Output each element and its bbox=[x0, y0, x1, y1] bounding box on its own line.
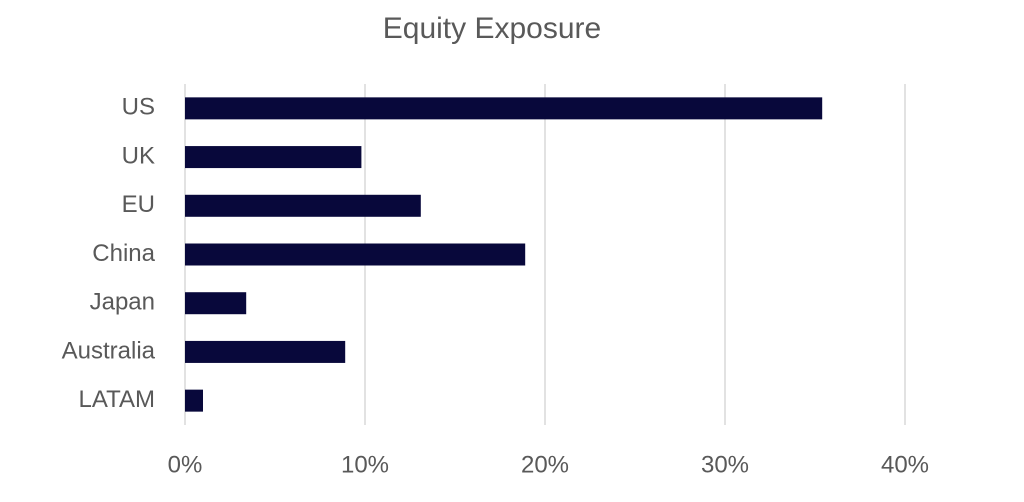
y-tick-label: LATAM bbox=[79, 386, 155, 413]
bar bbox=[185, 243, 526, 266]
chart-title: Equity Exposure bbox=[383, 12, 601, 45]
y-tick-label: Australia bbox=[62, 337, 156, 364]
x-tick-label: 30% bbox=[701, 451, 749, 478]
y-tick-label: Japan bbox=[90, 289, 155, 316]
x-tick-label: 10% bbox=[341, 451, 389, 478]
bar bbox=[185, 389, 203, 412]
bar bbox=[185, 194, 421, 217]
x-tick-label: 40% bbox=[881, 451, 929, 478]
bar bbox=[185, 340, 346, 363]
bar bbox=[185, 292, 247, 315]
bar bbox=[185, 97, 823, 120]
y-tick-label: UK bbox=[122, 142, 155, 169]
y-tick-label: EU bbox=[122, 191, 155, 218]
y-tick-label: US bbox=[122, 94, 155, 121]
bar bbox=[185, 146, 362, 169]
x-tick-label: 20% bbox=[521, 451, 569, 478]
x-tick-label: 0% bbox=[168, 451, 203, 478]
y-tick-label: China bbox=[92, 240, 155, 267]
